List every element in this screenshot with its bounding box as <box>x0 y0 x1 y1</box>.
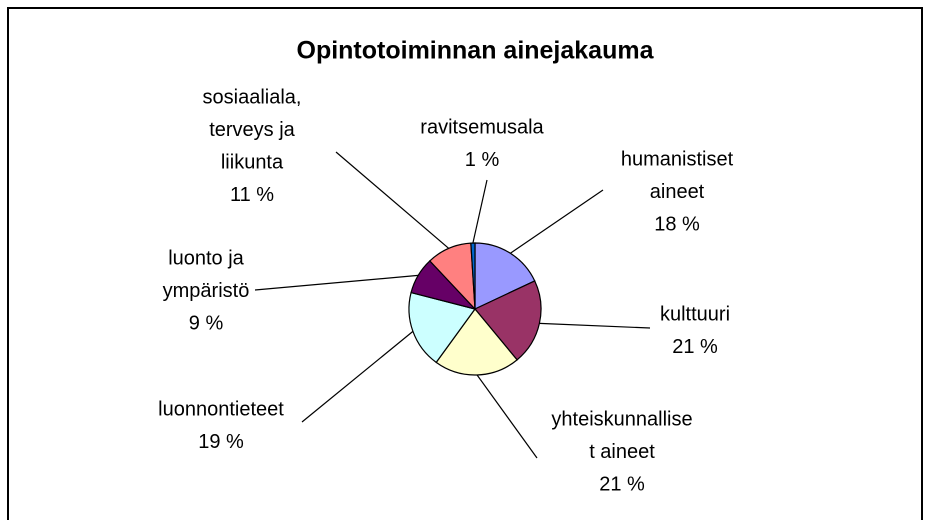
slice-label: sosiaaliala, <box>203 86 302 108</box>
value-label: 21 % <box>672 336 718 358</box>
slice-label: ravitsemusala <box>420 116 544 138</box>
slice-label: kulttuuri <box>660 303 730 325</box>
slice-label: aineet <box>650 181 705 203</box>
value-label: 21 % <box>599 473 645 495</box>
value-label: 18 % <box>654 213 700 235</box>
leader-line <box>476 374 538 459</box>
leader-line <box>510 189 604 254</box>
value-label: 9 % <box>189 312 224 334</box>
slice-label: liikunta <box>221 151 284 173</box>
slice-label: ympäristö <box>163 280 250 302</box>
slice-label: t aineet <box>589 441 655 463</box>
chart-title: Opintotoiminnan ainejakauma <box>297 37 655 65</box>
value-label: 11 % <box>230 184 274 206</box>
slice-label: terveys ja <box>209 119 295 141</box>
slice-label: yhteiskunnallise <box>551 408 692 430</box>
slice-label: humanistiset <box>621 148 734 170</box>
leader-line <box>254 274 419 291</box>
pie-slice <box>435 308 518 376</box>
leader-line <box>472 179 488 244</box>
leader-line <box>335 151 450 249</box>
slice-label: luonto ja <box>168 247 244 269</box>
pie-slice <box>408 291 477 364</box>
leader-line <box>301 330 414 423</box>
value-label: 19 % <box>198 431 244 453</box>
pie-slice <box>474 280 542 361</box>
leader-line <box>539 322 651 329</box>
slice-label: luonnontieteet <box>158 398 284 420</box>
value-label: 1 % <box>465 149 500 171</box>
